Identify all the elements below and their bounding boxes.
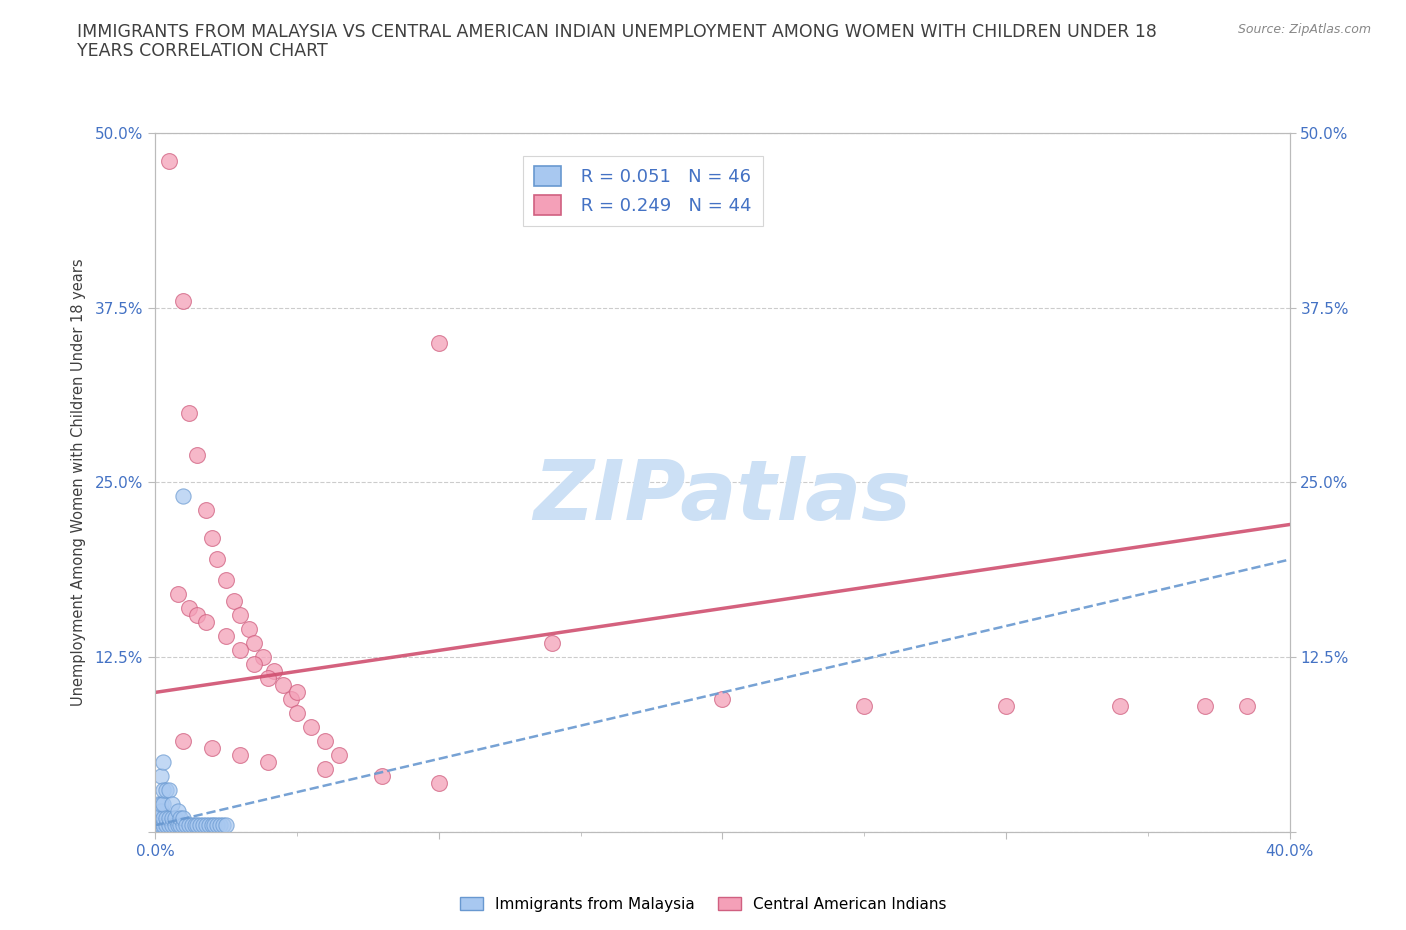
Point xyxy=(194,615,217,630)
Text: IMMIGRANTS FROM MALAYSIA VS CENTRAL AMERICAN INDIAN UNEMPLOYMENT AMONG WOMEN WIT: IMMIGRANTS FROM MALAYSIA VS CENTRAL AMER… xyxy=(77,23,1157,41)
Point xyxy=(215,573,238,588)
Point xyxy=(152,811,174,826)
Point xyxy=(207,552,229,567)
Point xyxy=(166,587,188,602)
Point xyxy=(314,734,336,749)
Point xyxy=(427,776,450,790)
Point xyxy=(149,769,172,784)
Point xyxy=(229,608,252,623)
Point xyxy=(229,748,252,763)
Point xyxy=(995,699,1018,714)
Point xyxy=(201,818,224,833)
Point xyxy=(172,811,194,826)
Point xyxy=(285,706,308,721)
Point xyxy=(212,818,235,833)
Point xyxy=(155,783,177,798)
Text: ZIPatlas: ZIPatlas xyxy=(533,456,911,537)
Point xyxy=(146,811,169,826)
Point xyxy=(157,818,180,833)
Point xyxy=(172,293,194,308)
Point xyxy=(160,797,183,812)
Point xyxy=(215,818,238,833)
Point xyxy=(229,643,252,658)
Point xyxy=(157,783,180,798)
Point xyxy=(160,818,183,833)
Point xyxy=(1236,699,1258,714)
Point xyxy=(149,797,172,812)
Point xyxy=(163,811,186,826)
Point xyxy=(371,769,394,784)
Point xyxy=(149,804,172,818)
Point xyxy=(180,818,202,833)
Point xyxy=(149,814,172,829)
Point xyxy=(285,685,308,700)
Point xyxy=(191,818,214,833)
Point xyxy=(1108,699,1130,714)
Point xyxy=(177,818,200,833)
Point xyxy=(427,335,450,350)
Point xyxy=(209,818,232,833)
Y-axis label: Unemployment Among Women with Children Under 18 years: Unemployment Among Women with Children U… xyxy=(72,259,86,706)
Point xyxy=(152,818,174,833)
Point xyxy=(215,629,238,644)
Point xyxy=(198,818,221,833)
Point xyxy=(257,671,280,686)
Point xyxy=(152,797,174,812)
Point xyxy=(243,636,266,651)
Point xyxy=(169,818,191,833)
Point xyxy=(172,489,194,504)
Point xyxy=(257,755,280,770)
Point xyxy=(299,720,322,735)
Point xyxy=(188,818,211,833)
Point xyxy=(177,405,200,420)
Point xyxy=(146,797,169,812)
Point xyxy=(174,818,197,833)
Point xyxy=(166,818,188,833)
Point xyxy=(169,811,191,826)
Point xyxy=(155,811,177,826)
Point xyxy=(263,664,285,679)
Point xyxy=(194,818,217,833)
Point xyxy=(186,818,208,833)
Point xyxy=(157,153,180,168)
Point xyxy=(194,503,217,518)
Point xyxy=(238,622,260,637)
Point xyxy=(152,783,174,798)
Point xyxy=(541,636,564,651)
Point xyxy=(152,755,174,770)
Point xyxy=(183,818,205,833)
Legend: Immigrants from Malaysia, Central American Indians: Immigrants from Malaysia, Central Americ… xyxy=(454,890,952,918)
Point xyxy=(186,447,208,462)
Point xyxy=(177,601,200,616)
Text: YEARS CORRELATION CHART: YEARS CORRELATION CHART xyxy=(77,42,328,60)
Point xyxy=(149,818,172,833)
Point xyxy=(207,818,229,833)
Point xyxy=(711,692,734,707)
Point xyxy=(243,657,266,671)
Point xyxy=(160,811,183,826)
Point xyxy=(201,741,224,756)
Point xyxy=(224,594,246,609)
Point xyxy=(166,804,188,818)
Point xyxy=(314,762,336,777)
Point xyxy=(853,699,876,714)
Point xyxy=(204,818,226,833)
Point xyxy=(163,818,186,833)
Point xyxy=(146,818,169,833)
Point xyxy=(155,818,177,833)
Point xyxy=(280,692,302,707)
Point xyxy=(172,818,194,833)
Text: Source: ZipAtlas.com: Source: ZipAtlas.com xyxy=(1237,23,1371,36)
Legend:  R = 0.051   N = 46,  R = 0.249   N = 44: R = 0.051 N = 46, R = 0.249 N = 44 xyxy=(523,155,763,226)
Point xyxy=(172,734,194,749)
Point xyxy=(252,650,274,665)
Point xyxy=(1194,699,1216,714)
Point xyxy=(186,608,208,623)
Point xyxy=(157,811,180,826)
Point xyxy=(271,678,294,693)
Point xyxy=(328,748,350,763)
Point xyxy=(201,531,224,546)
